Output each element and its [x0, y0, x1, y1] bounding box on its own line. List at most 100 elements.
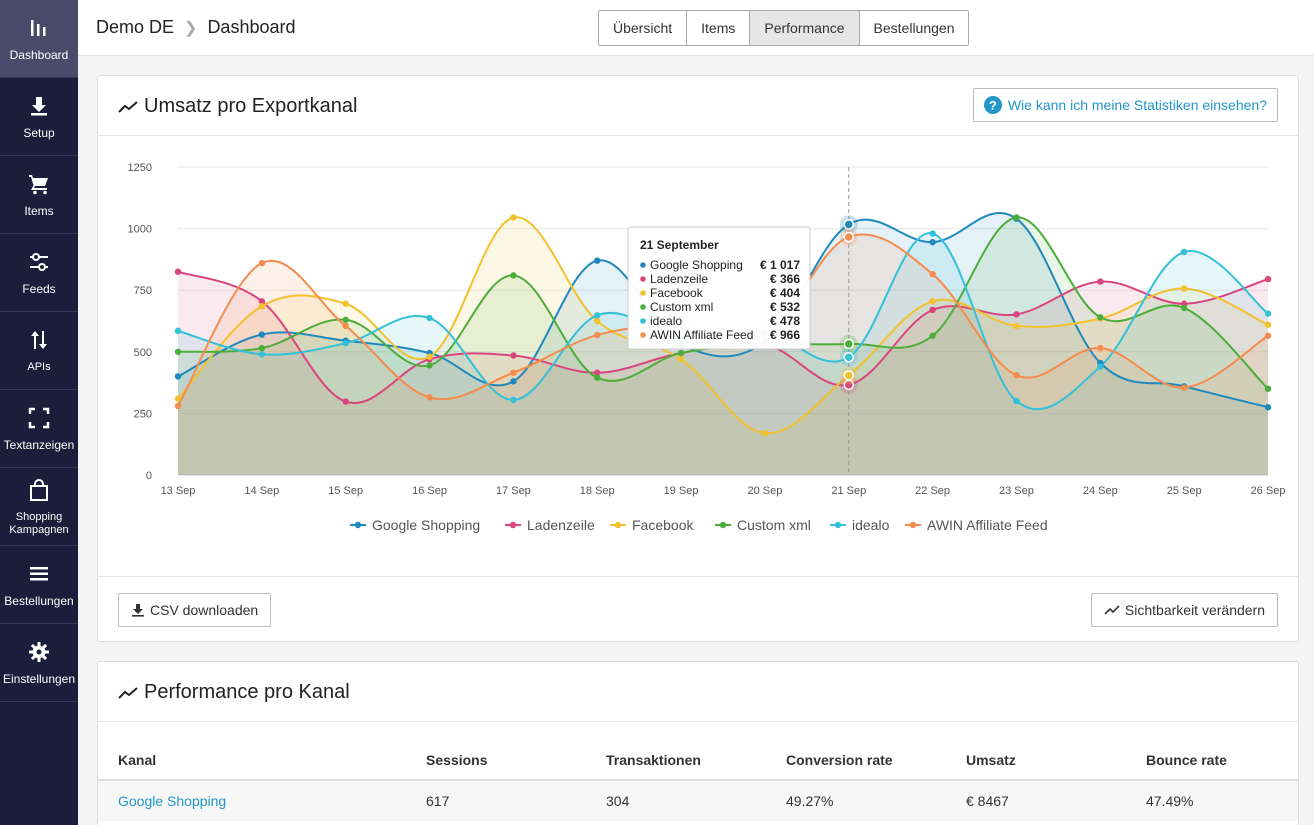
- data-point: [174, 348, 182, 355]
- table-row: Google Shopping 617 304 49.27% € 8467 47…: [98, 781, 1298, 821]
- column-header-bounce-rate[interactable]: Bounce rate: [1146, 752, 1227, 768]
- tooltip-swatch: [640, 332, 646, 338]
- column-header-sessions[interactable]: Sessions: [426, 752, 488, 768]
- chevron-right-icon: ❯: [184, 19, 198, 37]
- sidebar-item-label: Dashboard: [9, 48, 69, 62]
- column-header-transaktionen[interactable]: Transaktionen: [606, 752, 701, 768]
- data-point: [1013, 322, 1020, 330]
- y-tick-label: 0: [146, 470, 152, 482]
- column-header-umsatz[interactable]: Umsatz: [966, 752, 1016, 768]
- legend-item[interactable]: Google Shopping: [350, 517, 480, 533]
- legend-item[interactable]: AWIN Affiliate Feed: [905, 517, 1048, 533]
- data-point: [258, 259, 266, 267]
- breadcrumb-item-account[interactable]: Demo DE: [96, 17, 175, 37]
- legend-item[interactable]: Custom xml: [715, 517, 811, 533]
- legend-label: AWIN Affiliate Feed: [927, 517, 1048, 533]
- data-point: [342, 339, 349, 347]
- tab-items[interactable]: Items: [687, 11, 751, 45]
- hover-point: [843, 219, 855, 230]
- trend-icon: [118, 686, 138, 699]
- channel-link[interactable]: Google Shopping: [118, 793, 227, 809]
- tooltip-swatch: [640, 290, 646, 296]
- help-button-label: Wie kann ich meine Statistiken einsehen?: [1007, 97, 1267, 113]
- tooltip-series-value: € 1 017: [760, 258, 800, 272]
- revenue-card-title: Umsatz pro Exportkanal: [118, 95, 357, 118]
- tooltip-series-value: € 478: [770, 314, 800, 328]
- y-tick-label: 1000: [128, 224, 152, 236]
- data-point: [258, 351, 266, 358]
- legend-swatch-dot: [834, 521, 842, 529]
- sidebar-item-einstellungen[interactable]: Einstellungen: [0, 624, 78, 702]
- download-icon: [26, 93, 52, 119]
- download-icon: [132, 604, 144, 617]
- sidebar-item-label: Setup: [23, 126, 55, 140]
- tab-uebersicht[interactable]: Übersicht: [599, 11, 688, 45]
- tooltip-series-name: Facebook: [650, 286, 704, 300]
- chart-legend: Google Shopping Ladenzeile Facebook Custom …: [350, 517, 1048, 533]
- legend-swatch-dot: [354, 521, 362, 529]
- data-point: [761, 429, 769, 437]
- statistics-help-button[interactable]: ? Wie kann ich meine Statistiken einsehe…: [972, 88, 1278, 122]
- sidebar-item-items[interactable]: Items: [0, 156, 78, 234]
- data-point: [929, 306, 936, 314]
- sidebar-item-bestellungen[interactable]: Bestellungen: [0, 546, 78, 624]
- x-tick-label: 25 Sep: [1167, 485, 1202, 497]
- conversion-cell: 49.27%: [786, 793, 834, 809]
- column-header-conversion-rate[interactable]: Conversion rate: [786, 752, 893, 768]
- shopping-bag-icon: [26, 477, 52, 503]
- performance-table: Kanal Sessions Transaktionen Conversion …: [98, 723, 1298, 821]
- data-point: [594, 331, 601, 339]
- cart-icon: [26, 171, 52, 197]
- data-point: [426, 394, 433, 401]
- visibility-toggle-label: Sichtbarkeit verändern: [1124, 602, 1265, 618]
- trend-icon: [1104, 605, 1120, 615]
- hover-point: [843, 351, 855, 363]
- data-point: [1264, 321, 1272, 328]
- column-header-kanal[interactable]: Kanal: [118, 752, 157, 768]
- revenue-cell: € 8467: [966, 793, 1009, 809]
- series-area: [178, 233, 1268, 475]
- tooltip-series-value: € 404: [770, 286, 800, 300]
- sidebar-item-dashboard[interactable]: Dashboard: [0, 0, 78, 78]
- csv-download-button[interactable]: CSV downloaden: [118, 593, 272, 627]
- data-point: [258, 298, 266, 305]
- data-point: [1097, 363, 1104, 370]
- area-layer: [178, 212, 1268, 475]
- legend-swatch-dot: [509, 521, 517, 529]
- data-point: [594, 317, 601, 325]
- x-tick-label: 19 Sep: [664, 485, 699, 497]
- sessions-cell: 617: [426, 793, 450, 809]
- data-point: [1264, 385, 1272, 392]
- data-point: [174, 327, 182, 335]
- data-point: [426, 314, 433, 322]
- frame-corners-icon: [26, 405, 52, 431]
- x-tick-label: 20 Sep: [747, 485, 782, 497]
- data-point: [510, 214, 517, 221]
- sidebar-item-shopping-kampagnen[interactable]: Shopping Kampagnen: [0, 468, 78, 546]
- sidebar-item-label: Textanzeigen: [3, 438, 75, 452]
- legend-item[interactable]: Ladenzeile: [505, 517, 595, 533]
- series-area: [178, 217, 1268, 475]
- tab-bestellungen[interactable]: Bestellungen: [859, 11, 969, 45]
- legend-item[interactable]: idealo: [830, 517, 890, 533]
- x-tick-label: 21 Sep: [831, 485, 866, 497]
- view-tabs: Übersicht Items Performance Bestellungen: [598, 10, 970, 46]
- visibility-toggle-button[interactable]: Sichtbarkeit verändern: [1090, 593, 1278, 627]
- legend-item[interactable]: Facebook: [610, 517, 694, 533]
- performance-title-text: Performance pro Kanal: [144, 681, 350, 703]
- trend-icon: [118, 100, 138, 113]
- sidebar-item-textanzeigen[interactable]: Textanzeigen: [0, 390, 78, 468]
- performance-card-header: Performance pro Kanal: [98, 662, 1298, 722]
- sidebar-item-apis[interactable]: APIs: [0, 312, 78, 390]
- tab-performance[interactable]: Performance: [750, 11, 860, 45]
- revenue-card: Umsatz pro Exportkanal ? Wie kann ich me…: [97, 75, 1299, 642]
- data-point: [1180, 384, 1188, 391]
- data-point: [1013, 397, 1020, 405]
- breadcrumb-item-current: Dashboard: [207, 17, 296, 37]
- sidebar-item-feeds[interactable]: Feeds: [0, 234, 78, 312]
- series-area: [178, 217, 1268, 475]
- data-point: [1097, 278, 1104, 285]
- legend-swatch-dot: [719, 521, 727, 529]
- sidebar-item-setup[interactable]: Setup: [0, 78, 78, 156]
- data-point: [174, 268, 182, 275]
